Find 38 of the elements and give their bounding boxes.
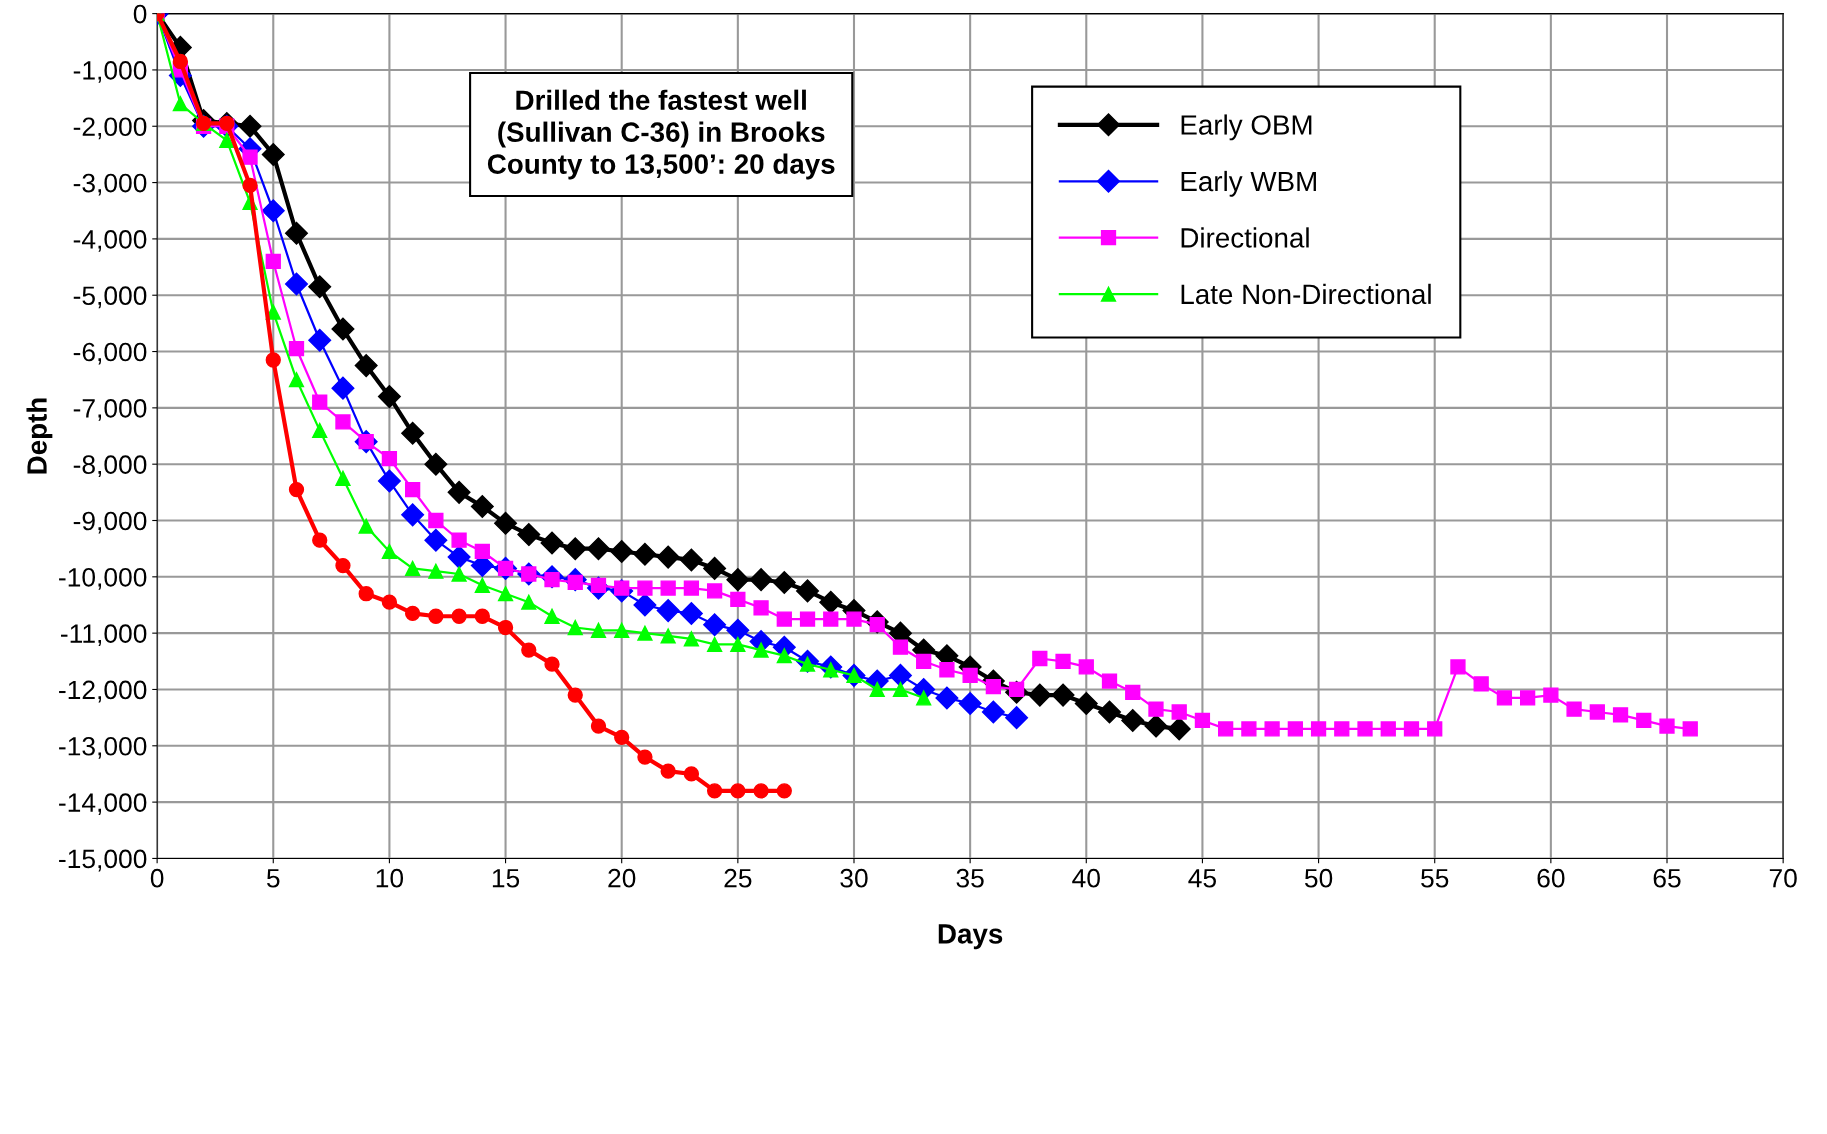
x-tick-label: 20 [608,868,636,888]
x-tick-label: 35 [956,868,984,888]
y-tick-label: -8,000 [73,455,147,478]
x-tick-label: 5 [266,869,280,888]
x-tick-label: 30 [840,868,868,888]
y-tick-label: -11,000 [61,624,147,647]
legend-label: Directional [1181,227,1309,248]
y-tick-label: -4,000 [73,230,147,252]
y-tick-label: -2,000 [73,117,147,140]
y-axis-title: Depth [26,398,53,474]
y-tick-label: -5,000 [73,286,147,309]
x-tick-label: 10 [376,868,404,888]
x-tick-label: 70 [1769,868,1797,888]
x-tick-label: 60 [1537,868,1565,888]
x-tick-label: 25 [724,868,752,888]
y-tick-label: -9,000 [73,511,147,534]
legend-label: Early WBM [1181,170,1316,197]
x-tick-label: 55 [1421,869,1449,888]
x-tick-label: 40 [1072,868,1100,888]
x-tick-label: 50 [1304,868,1333,888]
y-tick-label: -15,000 [59,849,147,872]
y-tick-label: -1,000 [73,61,147,83]
annotation: Drilled the fastest well (Sullivan C-36) in Brooks County to 13,500’: 20 days [487,89,835,180]
y-tick-label: -3,000 [73,173,147,196]
y-tick-label: -10,000 [59,567,147,590]
x-tick-label: 45 [1188,869,1216,888]
legend-label: Late Non-Directional [1181,283,1431,305]
x-tick-label: 15 [492,869,520,888]
x-axis-title: Days [938,924,1003,950]
legend-label: Early OBM [1181,114,1312,141]
x-tick-label: 0 [150,868,164,888]
x-tick-label: 65 [1653,868,1681,888]
y-tick-label: -6,000 [73,342,147,365]
y-tick-label: 0 [133,4,147,24]
y-tick-label: -13,000 [59,736,147,759]
y-tick-label: -7,000 [73,399,147,421]
y-tick-label: -12,000 [59,680,147,703]
y-tick-label: -14,000 [59,793,147,816]
